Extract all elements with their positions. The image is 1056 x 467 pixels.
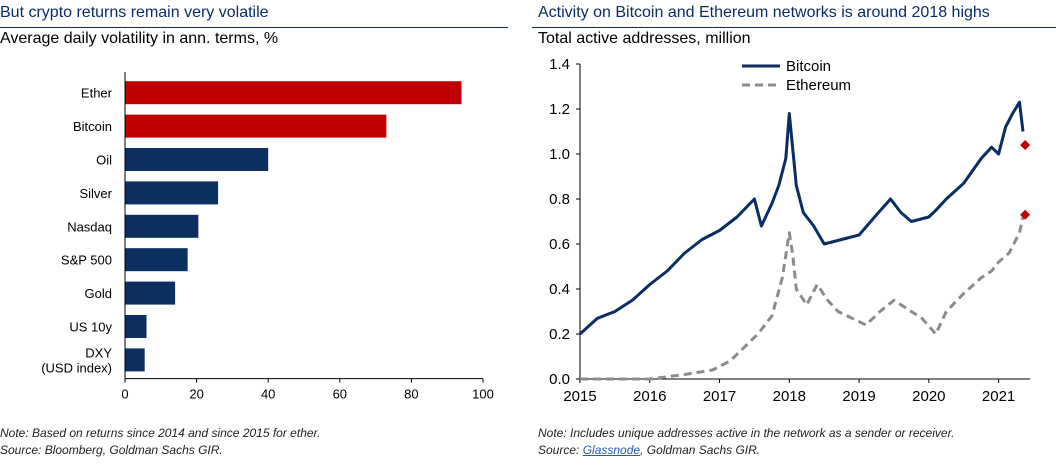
bar xyxy=(125,348,145,372)
volatility-bar-chart: Ether Bitcoin Oil Silver Nasdaq S&P 500 Gold US… xyxy=(41,72,494,402)
x-tick-label: 0 xyxy=(121,387,128,402)
title-rule xyxy=(0,27,508,28)
x-tick-label: 100 xyxy=(472,387,494,402)
category-label: S&P 500 xyxy=(61,253,112,268)
y-tick-label: 0.4 xyxy=(549,281,570,298)
y-tick-label: 0.2 xyxy=(549,326,570,343)
x-tick-label: 2018 xyxy=(773,388,806,405)
volatility-note: Note: Based on returns since 2014 and si… xyxy=(0,426,321,440)
y-tick-label: 0.0 xyxy=(549,371,570,388)
volatility-panel: But crypto returns remain very volatile … xyxy=(0,0,508,467)
title-rule xyxy=(532,27,1056,28)
category-label: US 10y xyxy=(69,320,112,335)
category-label: Bitcoin xyxy=(73,119,112,134)
network-source: Source: Glassnode, Goldman Sachs GIR. xyxy=(538,443,760,457)
x-tick-label: 80 xyxy=(404,387,418,402)
network-line-chart: 0.0 0.2 0.4 0.6 0.8 1.0 1.2 1.4 2015 2016 2017 2018… xyxy=(549,56,1031,405)
category-label: Nasdaq xyxy=(67,219,112,234)
network-note: Note: Includes unique addresses active i… xyxy=(538,426,955,440)
x-tick-label: 2015 xyxy=(563,388,596,405)
x-tick-label: 40 xyxy=(261,387,275,402)
network-chart-title: Activity on Bitcoin and Ethereum network… xyxy=(538,4,990,21)
legend-label-ethereum: Ethereum xyxy=(786,77,851,94)
bitcoin-latest-marker xyxy=(1020,140,1031,150)
volatility-chart-title: But crypto returns remain very volatile xyxy=(0,4,269,21)
bar xyxy=(125,248,188,272)
volatility-chart-subtitle: Average daily volatility in ann. terms, … xyxy=(0,30,279,47)
x-tick-label: 2020 xyxy=(912,388,945,405)
category-label: Ether xyxy=(81,86,113,101)
category-label: Oil xyxy=(96,153,112,168)
category-label: DXY (USD index) xyxy=(41,345,112,375)
bitcoin-series-line xyxy=(578,100,1025,336)
x-tick-label: 20 xyxy=(189,387,203,402)
source-suffix: , Goldman Sachs GIR. xyxy=(640,443,761,457)
bar xyxy=(125,281,176,305)
volatility-source: Source: Bloomberg, Goldman Sachs GIR. xyxy=(0,443,223,457)
category-label: Silver xyxy=(79,186,112,201)
y-tick-label: 1.4 xyxy=(549,56,570,73)
y-tick-label: 1.0 xyxy=(549,146,570,163)
category-label: Gold xyxy=(85,286,112,301)
x-tick-label: 2017 xyxy=(703,388,736,405)
y-tick-label: 0.8 xyxy=(549,191,570,208)
bar xyxy=(125,214,199,238)
ethereum-series-line xyxy=(580,216,1025,381)
bar xyxy=(125,148,269,171)
ethereum-latest-marker xyxy=(1020,209,1031,220)
glassnode-link[interactable]: Glassnode xyxy=(582,443,641,457)
legend-label-bitcoin: Bitcoin xyxy=(786,58,831,75)
x-tick-label: 2016 xyxy=(633,388,666,405)
x-tick-label: 2019 xyxy=(842,388,875,405)
x-tick-label: 2021 xyxy=(982,388,1015,405)
source-prefix: Source: xyxy=(538,443,583,457)
y-tick-label: 0.6 xyxy=(549,236,570,253)
y-tick-label: 1.2 xyxy=(549,101,570,118)
bar xyxy=(125,181,219,205)
bar xyxy=(125,114,387,138)
bar xyxy=(125,81,462,105)
x-tick-label: 60 xyxy=(333,387,347,402)
network-chart-subtitle: Total active addresses, million xyxy=(538,30,751,47)
network-activity-panel: Activity on Bitcoin and Ethereum network… xyxy=(532,0,1056,467)
bar xyxy=(125,315,147,338)
